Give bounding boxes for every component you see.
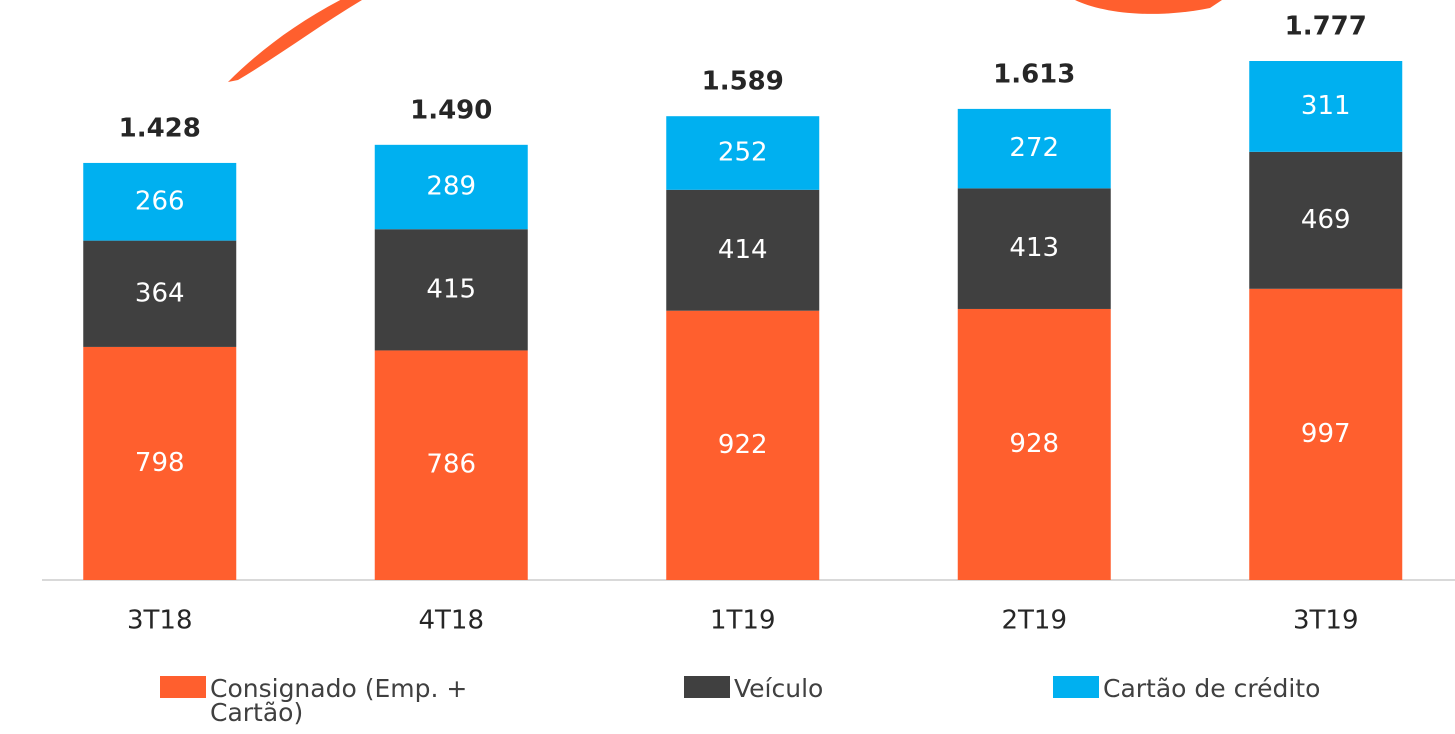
x-tick-label: 1T19 bbox=[710, 606, 776, 636]
x-tick-label: 2T19 bbox=[1001, 606, 1067, 636]
bar-segment bbox=[666, 310, 820, 580]
value-label: 997 bbox=[1301, 419, 1351, 449]
bar-segment bbox=[83, 162, 237, 241]
bar-segment bbox=[374, 229, 528, 351]
x-tick-label: 3T19 bbox=[1293, 606, 1359, 636]
x-tick-label: 4T18 bbox=[418, 606, 484, 636]
value-label: 311 bbox=[1301, 91, 1351, 121]
bar-segment bbox=[1249, 288, 1403, 580]
total-label: 1.777 bbox=[1285, 12, 1367, 42]
decoration bbox=[1075, 0, 1222, 14]
bar-segment bbox=[957, 308, 1111, 580]
total-label: 1.613 bbox=[993, 59, 1075, 89]
decoration bbox=[228, 0, 362, 82]
value-label: 415 bbox=[426, 274, 476, 304]
value-label: 922 bbox=[718, 430, 768, 460]
total-label: 1.428 bbox=[119, 113, 201, 143]
bar-segment bbox=[957, 188, 1111, 309]
value-label: 364 bbox=[135, 278, 185, 308]
bar-segment bbox=[1249, 61, 1403, 152]
total-label: 1.490 bbox=[410, 95, 492, 125]
value-label: 928 bbox=[1009, 429, 1059, 459]
bar-segment bbox=[1249, 151, 1403, 289]
bar-segment bbox=[957, 108, 1111, 189]
value-label: 272 bbox=[1009, 133, 1059, 163]
legend-label: Consignado (Emp. + Cartão) bbox=[210, 674, 468, 727]
value-label: 413 bbox=[1009, 233, 1059, 263]
value-label: 798 bbox=[135, 448, 185, 478]
bar-segment bbox=[666, 189, 820, 311]
x-tick-label: 3T18 bbox=[127, 606, 193, 636]
legend-swatch bbox=[160, 676, 206, 698]
value-label: 252 bbox=[718, 138, 768, 168]
bar-segment bbox=[374, 144, 528, 230]
legend-label: Cartão de crédito bbox=[1103, 674, 1321, 703]
value-label: 266 bbox=[135, 186, 185, 216]
legend-label: Veículo bbox=[734, 674, 824, 703]
bar-segment bbox=[666, 116, 820, 190]
value-label: 289 bbox=[426, 172, 476, 202]
value-label: 469 bbox=[1301, 205, 1351, 235]
legend-swatch bbox=[1053, 676, 1099, 698]
legend-swatch bbox=[684, 676, 730, 698]
total-label: 1.589 bbox=[702, 66, 784, 96]
value-label: 414 bbox=[718, 235, 768, 265]
bar-segment bbox=[83, 240, 237, 347]
bar-segment bbox=[374, 350, 528, 580]
value-label: 786 bbox=[426, 450, 476, 480]
bar-segment bbox=[83, 346, 237, 580]
